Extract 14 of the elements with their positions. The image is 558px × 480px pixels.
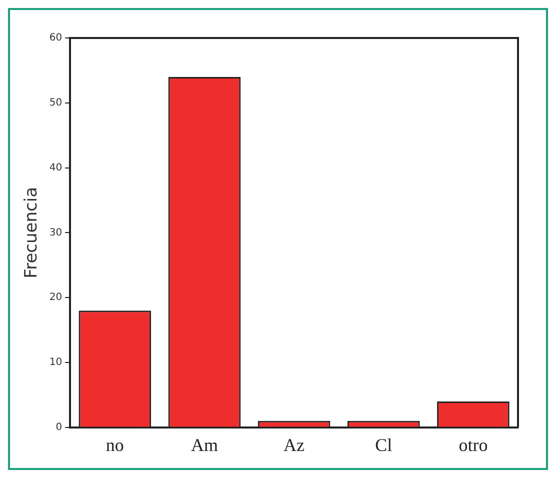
y-tick-label: 30 <box>49 227 62 238</box>
y-tick-label: 10 <box>49 357 62 368</box>
x-tick-label: Az <box>284 434 305 455</box>
y-tick-label: 60 <box>49 32 62 44</box>
x-tick-label: Cl <box>375 434 392 455</box>
page-frame: Frecuencia no Am Az Cl otro 0 10 20 30 40 50 60 <box>8 8 548 470</box>
y-tick-label: 50 <box>49 97 62 108</box>
x-tick-label: no <box>106 434 124 455</box>
x-tick-label: Am <box>190 434 218 455</box>
y-tick-label: 20 <box>49 292 62 304</box>
y-axis-title: Frecuencia <box>22 186 42 278</box>
y-tick-label: 0 <box>56 422 62 433</box>
x-tick-label: otro <box>458 434 488 455</box>
y-tick-label: 40 <box>49 162 62 174</box>
